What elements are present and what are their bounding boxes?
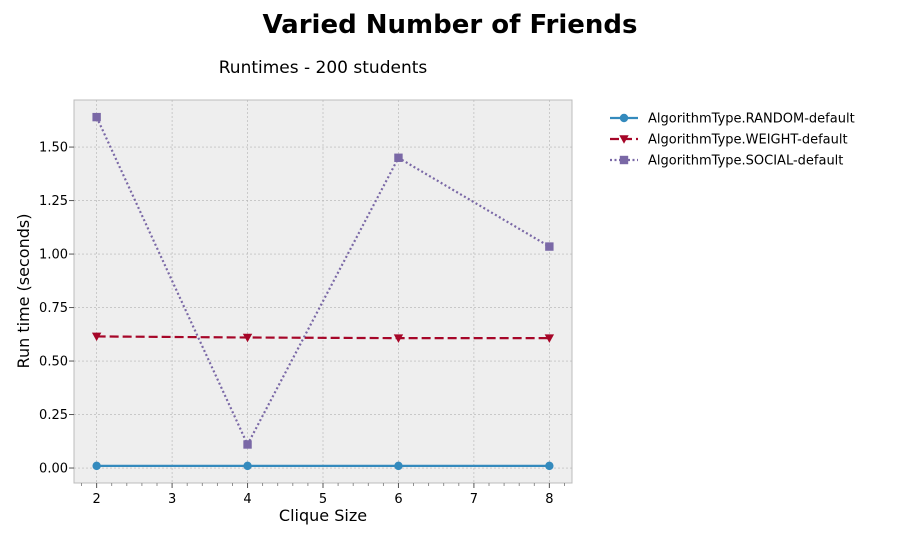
x-tick-label: 2 bbox=[92, 492, 100, 507]
y-axis-label: Run time (seconds) bbox=[14, 214, 33, 369]
x-tick-label: 3 bbox=[168, 492, 176, 507]
legend-label: AlgorithmType.RANDOM-default bbox=[648, 112, 855, 127]
y-tick-label: 0.25 bbox=[39, 408, 68, 423]
legend-entry: AlgorithmType.WEIGHT-default bbox=[610, 133, 848, 148]
chart-title: Runtimes - 200 students bbox=[219, 58, 428, 78]
legend-entry: AlgorithmType.RANDOM-default bbox=[610, 112, 855, 127]
data-point-square bbox=[545, 242, 554, 251]
figure-title: Varied Number of Friends bbox=[262, 10, 637, 40]
plot-area: 2 3 4 5 6 7 8 0.00 0.25 0.50 0.75 1.00 1.25 1.50 bbox=[39, 99, 573, 507]
series-line bbox=[95, 116, 550, 447]
data-point-triangle bbox=[393, 334, 404, 343]
y-tick-label: 0.75 bbox=[39, 301, 68, 316]
x-tick-label: 4 bbox=[243, 492, 251, 507]
x-tick-label: 7 bbox=[470, 492, 478, 507]
grid bbox=[74, 100, 572, 483]
legend: AlgorithmType.RANDOM-default AlgorithmTyp… bbox=[610, 112, 855, 169]
legend-entry: AlgorithmType.SOCIAL-default bbox=[610, 154, 843, 169]
series-lines bbox=[91, 112, 555, 471]
legend-label: AlgorithmType.SOCIAL-default bbox=[648, 154, 843, 169]
data-point-triangle bbox=[544, 334, 555, 343]
data-point-circle bbox=[394, 461, 403, 471]
y-tick-label: 1.50 bbox=[39, 141, 68, 156]
series-1 bbox=[92, 461, 554, 471]
data-point-square bbox=[619, 155, 629, 165]
data-point-triangle bbox=[91, 332, 102, 342]
data-point-circle bbox=[619, 113, 629, 123]
data-point-square bbox=[243, 440, 252, 449]
y-tick-label: 0.50 bbox=[39, 355, 68, 370]
series-2 bbox=[91, 332, 555, 343]
x-tick-label: 6 bbox=[394, 492, 402, 507]
legend-label: AlgorithmType.WEIGHT-default bbox=[648, 133, 848, 148]
data-point-square bbox=[394, 153, 403, 162]
data-point-triangle bbox=[619, 135, 629, 144]
plot-background bbox=[73, 99, 573, 484]
y-tick-label: 1.25 bbox=[39, 194, 68, 209]
x-tick-label: 8 bbox=[545, 492, 553, 507]
data-point-square bbox=[92, 112, 101, 122]
data-point-triangle bbox=[242, 333, 253, 343]
series-line bbox=[96, 335, 550, 340]
series-3 bbox=[92, 112, 554, 449]
data-point-circle bbox=[545, 461, 554, 471]
axis-ticks: 2 3 4 5 6 7 8 0.00 0.25 0.50 0.75 1.00 1.25 1.50 bbox=[39, 141, 565, 507]
data-point-circle bbox=[243, 461, 252, 471]
data-point-circle bbox=[92, 461, 101, 471]
x-axis-label: Clique Size bbox=[279, 506, 367, 525]
x-tick-label: 5 bbox=[319, 492, 327, 507]
y-tick-label: 0.00 bbox=[39, 462, 68, 477]
y-tick-label: 1.00 bbox=[39, 248, 68, 263]
